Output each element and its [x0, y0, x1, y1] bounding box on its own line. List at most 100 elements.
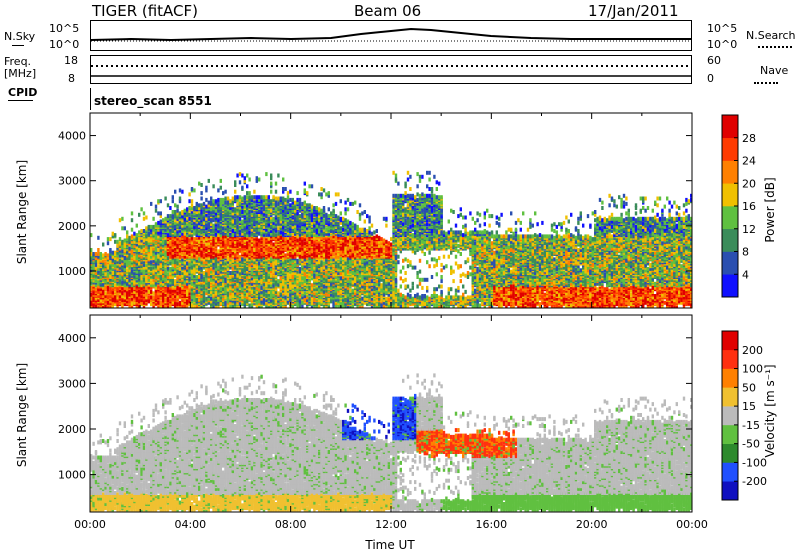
power-cell — [179, 211, 181, 215]
power-cell — [234, 207, 236, 211]
power-cell — [157, 221, 159, 225]
power-cell — [172, 210, 174, 214]
power-cell — [138, 230, 140, 234]
power-cell — [148, 225, 150, 229]
power-cell — [124, 226, 126, 230]
power-cell — [114, 251, 116, 255]
power-cell — [260, 199, 262, 203]
power-cell — [152, 295, 154, 299]
power-cell — [200, 191, 202, 195]
power-cell — [265, 222, 267, 226]
power-cell — [172, 195, 174, 199]
power-cell — [263, 298, 265, 302]
power-cell — [222, 191, 224, 195]
power-cell — [121, 217, 123, 221]
power-cell — [227, 291, 229, 295]
power-cell — [164, 197, 166, 201]
power-cell — [217, 188, 219, 192]
power-cell — [162, 240, 164, 244]
power-cell — [299, 214, 301, 218]
power-cell — [270, 257, 272, 261]
power-cell — [212, 239, 214, 243]
power-cell — [265, 172, 267, 176]
power-cell — [172, 214, 174, 218]
power-cell — [167, 297, 169, 301]
power-cell — [164, 270, 166, 274]
power-cell — [241, 210, 243, 214]
power-cell — [198, 182, 200, 186]
power-cell — [114, 233, 116, 237]
power-cell — [222, 287, 224, 291]
power-cell — [121, 249, 123, 253]
power-cell — [205, 243, 207, 247]
power-cell — [246, 174, 248, 178]
power-cell — [212, 199, 214, 203]
power-cell — [157, 211, 159, 215]
power-cell — [188, 276, 190, 280]
power-cell — [131, 228, 133, 232]
power-cell — [150, 202, 152, 206]
power-cell — [253, 213, 255, 217]
power-cell — [167, 272, 169, 276]
power-cell — [234, 180, 236, 184]
power-cell — [157, 255, 159, 259]
power-cell — [191, 203, 193, 207]
power-cell — [229, 275, 231, 279]
power-cell — [191, 187, 193, 191]
power-cell — [112, 271, 114, 275]
power-cell — [131, 249, 133, 253]
power-cell — [152, 217, 154, 221]
power-cell — [172, 222, 174, 226]
power-cell — [282, 197, 284, 201]
power-cell — [124, 239, 126, 243]
power-cell — [174, 190, 176, 194]
power-cell — [174, 279, 176, 283]
power-cell — [256, 214, 258, 218]
power-cell — [289, 298, 291, 302]
power-cell — [292, 198, 294, 202]
power-cell — [282, 206, 284, 210]
power-cell — [191, 214, 193, 218]
power-cell — [119, 218, 121, 222]
power-cell — [200, 203, 202, 207]
power-cell — [217, 249, 219, 253]
power-cell — [102, 243, 104, 247]
power-cell — [280, 197, 282, 201]
power-cell — [287, 199, 289, 203]
power-cell — [176, 286, 178, 290]
power-cell — [100, 252, 102, 256]
power-cell — [176, 209, 178, 213]
power-cell — [287, 195, 289, 199]
power-cell — [253, 195, 255, 199]
power-cell — [109, 237, 111, 241]
power-cell — [222, 226, 224, 230]
power-cell — [270, 190, 272, 194]
power-cell — [162, 262, 164, 266]
power-cell — [186, 262, 188, 266]
power-cell — [244, 201, 246, 205]
power-cell — [128, 236, 130, 240]
power-cell — [181, 190, 183, 194]
power-cell — [160, 220, 162, 224]
power-cell — [292, 236, 294, 240]
power-cell — [256, 203, 258, 207]
power-cell — [107, 237, 109, 241]
power-cell — [299, 267, 301, 271]
power-cell — [148, 295, 150, 299]
power-cell — [275, 182, 277, 186]
power-cell — [148, 290, 150, 294]
power-cell — [169, 267, 171, 271]
power-cell — [97, 264, 99, 268]
power-cell — [203, 285, 205, 289]
power-cell — [169, 206, 171, 210]
power-cell — [282, 178, 284, 182]
power-cell — [224, 197, 226, 201]
power-cell — [128, 260, 130, 264]
power-cell — [164, 289, 166, 293]
power-cell — [203, 276, 205, 280]
power-cell — [143, 229, 145, 233]
power-cell — [176, 205, 178, 209]
power-cell — [270, 174, 272, 178]
power-cell — [181, 210, 183, 214]
power-cell — [126, 268, 128, 272]
